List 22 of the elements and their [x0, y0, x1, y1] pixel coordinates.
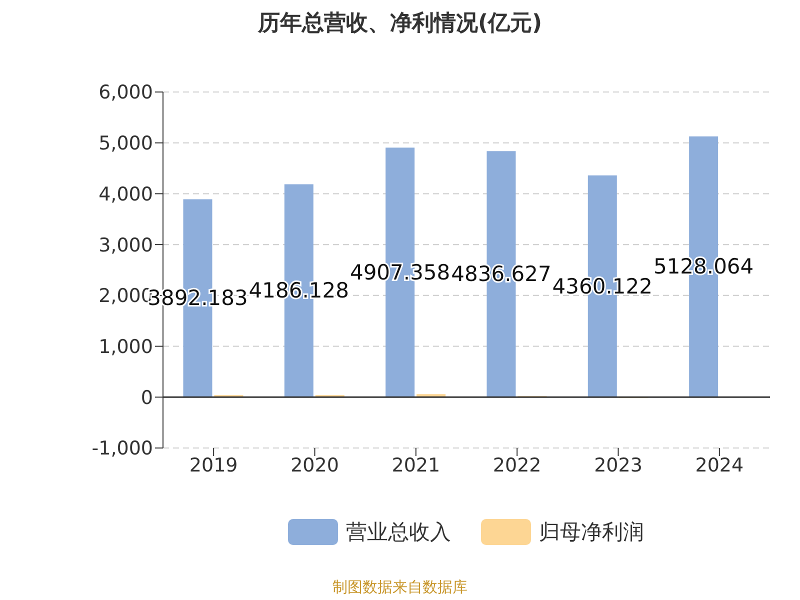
text: 制图数据来自数据库 — [332, 578, 468, 597]
data-label: 4186.128 — [248, 278, 349, 303]
y-tick-label: 6,000 — [98, 82, 153, 104]
y-tick-label: 5,000 — [98, 132, 153, 155]
x-tick-label: 2024 — [695, 454, 744, 476]
chart-title: 历年总营收、净利情况(亿元) — [256, 10, 544, 38]
y-tick-label: -1,000 — [92, 438, 153, 460]
x-tick-label: 2019 — [189, 454, 238, 476]
legend-label: 营业总收入 — [346, 519, 451, 546]
x-tick-label: 2022 — [492, 454, 542, 476]
x-tick-label: 2023 — [594, 454, 642, 476]
y-tick-label: 4,000 — [98, 183, 153, 206]
data-label: 4907.358 — [350, 260, 450, 284]
legend-label: 归母净利润 — [539, 519, 644, 546]
x-tick-label: 2020 — [290, 454, 339, 476]
y-tick-label: 1,000 — [98, 336, 153, 358]
data-label: 4836.627 — [451, 262, 552, 286]
x-tick-label: 2021 — [392, 454, 440, 476]
y-tick-label: 3,000 — [98, 234, 153, 256]
data-label: 4360.122 — [552, 274, 652, 298]
data-label: 5128.064 — [653, 254, 754, 279]
y-tick-label: 0 — [140, 386, 153, 409]
